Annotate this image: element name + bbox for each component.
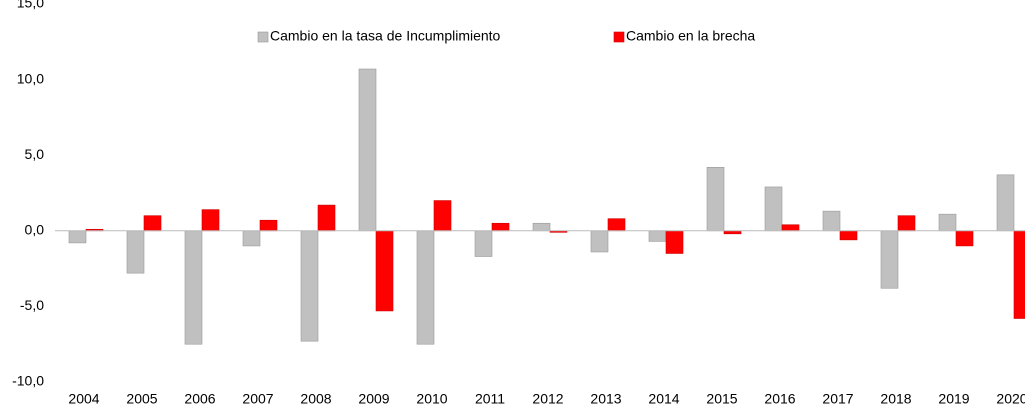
bar bbox=[897, 215, 916, 232]
x-tick-label: 2008 bbox=[300, 391, 331, 407]
bar bbox=[317, 204, 336, 232]
x-tick-label: 2014 bbox=[648, 391, 679, 407]
bar bbox=[781, 224, 800, 232]
bar bbox=[433, 200, 452, 232]
bar bbox=[880, 230, 899, 289]
x-tick-label: 2011 bbox=[475, 391, 505, 407]
bar bbox=[590, 230, 609, 253]
bar bbox=[375, 230, 394, 312]
bar bbox=[143, 215, 162, 232]
bar bbox=[126, 230, 145, 274]
legend-label: Cambio en la tasa de Incumplimiento bbox=[270, 28, 501, 44]
legend-swatch bbox=[613, 31, 625, 43]
bar bbox=[665, 230, 684, 254]
bar bbox=[1013, 230, 1025, 319]
bar bbox=[648, 230, 667, 242]
bar bbox=[706, 166, 725, 232]
x-tick-label: 2012 bbox=[532, 391, 563, 407]
bar bbox=[259, 219, 278, 232]
x-tick-label: 2020 bbox=[996, 391, 1025, 407]
x-tick-label: 2017 bbox=[822, 391, 853, 407]
x-tick-label: 2009 bbox=[358, 391, 389, 407]
legend-swatch bbox=[257, 31, 269, 43]
bar bbox=[474, 230, 493, 257]
bar bbox=[822, 210, 841, 232]
legend-label: Cambio en la brecha bbox=[626, 28, 755, 44]
bar bbox=[184, 230, 203, 345]
x-tick-label: 2018 bbox=[880, 391, 911, 407]
bar bbox=[201, 209, 220, 232]
bar bbox=[938, 213, 957, 232]
bar bbox=[532, 222, 551, 232]
y-tick-label: -5,0 bbox=[20, 297, 44, 313]
y-tick-label: 0,0 bbox=[25, 222, 45, 238]
bar bbox=[996, 174, 1015, 232]
y-tick-label: 15,0 bbox=[17, 0, 44, 11]
x-tick-label: 2005 bbox=[126, 391, 157, 407]
bar bbox=[764, 186, 783, 232]
bar bbox=[955, 230, 974, 247]
bar bbox=[358, 68, 377, 232]
x-tick-label: 2004 bbox=[68, 391, 99, 407]
bar bbox=[491, 222, 510, 232]
bar bbox=[300, 230, 319, 342]
x-tick-label: 2019 bbox=[938, 391, 969, 407]
y-tick-label: 10,0 bbox=[17, 70, 44, 86]
x-tick-label: 2016 bbox=[764, 391, 795, 407]
y-tick-label: -10,0 bbox=[12, 373, 44, 389]
bar bbox=[607, 218, 626, 232]
x-tick-label: 2007 bbox=[242, 391, 273, 407]
x-tick-label: 2013 bbox=[590, 391, 621, 407]
bar bbox=[416, 230, 435, 345]
x-tick-label: 2006 bbox=[184, 391, 215, 407]
bar bbox=[68, 230, 87, 244]
bar bbox=[839, 230, 858, 241]
bar bbox=[242, 230, 261, 247]
y-tick-label: 5,0 bbox=[25, 146, 45, 162]
x-tick-label: 2010 bbox=[416, 391, 447, 407]
x-tick-label: 2015 bbox=[706, 391, 737, 407]
